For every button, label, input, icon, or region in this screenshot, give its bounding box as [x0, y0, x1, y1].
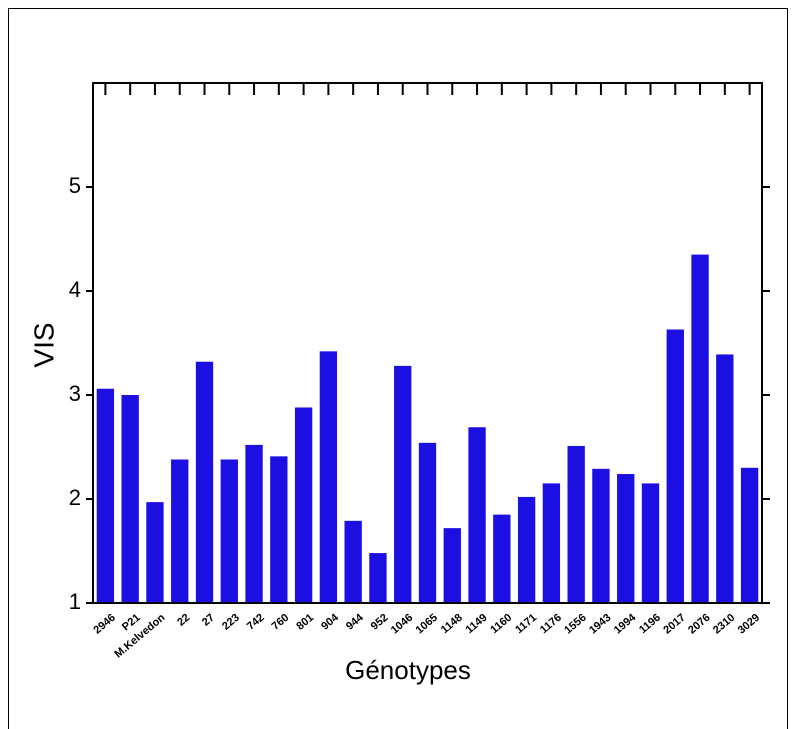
bar [691, 254, 709, 603]
x-tick-label: 742 [245, 612, 267, 633]
x-tick-label: 2017 [661, 612, 687, 637]
x-tick-label: 952 [369, 612, 391, 633]
bar [716, 354, 734, 603]
y-tick-label: 4 [69, 277, 81, 302]
bar [617, 474, 635, 603]
x-tick-label: 1149 [464, 612, 490, 637]
y-tick-label: 5 [69, 173, 81, 198]
x-axis-title: Génotypes [345, 655, 471, 685]
bar [542, 483, 561, 603]
bar [96, 388, 115, 603]
bar [270, 456, 288, 603]
x-tick-label: 904 [319, 611, 341, 633]
x-tick-label: 22 [175, 612, 192, 629]
plot-frame [92, 82, 763, 604]
x-tick-label: 1046 [389, 612, 415, 637]
bar [171, 459, 189, 603]
x-tick-label: 1148 [439, 612, 465, 637]
x-tick-label: 1556 [562, 612, 588, 637]
bar [319, 351, 338, 603]
bar [220, 459, 238, 603]
x-tick-label: 1196 [637, 612, 663, 637]
bar [344, 520, 362, 603]
bar [666, 329, 684, 603]
bar [369, 553, 387, 603]
bar [294, 407, 313, 603]
frame [8, 8, 788, 729]
x-tick-label: 1065 [414, 612, 440, 637]
bar [567, 445, 585, 603]
x-tick-label: 944 [344, 611, 366, 633]
x-tick-label: 801 [294, 612, 316, 633]
bar [740, 467, 759, 603]
x-tick-label: 2946 [91, 612, 117, 637]
x-tick-label: 2310 [711, 612, 737, 637]
bar [146, 502, 164, 603]
bar [641, 483, 660, 603]
x-tick-label: 223 [220, 612, 242, 633]
x-tick-label: 1943 [587, 612, 613, 637]
x-tick-label: 1160 [488, 612, 514, 637]
y-tick-label: 2 [69, 485, 81, 510]
y-axis-title: VIS [28, 322, 59, 367]
bar [195, 361, 214, 603]
x-tick-label: 2076 [686, 612, 712, 637]
bar [245, 444, 263, 603]
bar [443, 528, 461, 603]
bar [592, 468, 610, 603]
bar [517, 496, 536, 603]
x-tick-label: 1994 [612, 611, 639, 636]
x-tick-label: 1176 [538, 612, 564, 637]
y-tick-label: 3 [69, 381, 81, 406]
x-tick-label: 760 [270, 612, 292, 633]
y-tick-label: 1 [69, 589, 81, 614]
bar [394, 365, 412, 603]
bar [468, 427, 486, 603]
bar [418, 442, 437, 603]
x-tick-label: 1171 [513, 612, 539, 637]
bar [493, 514, 511, 603]
bar [121, 395, 139, 603]
x-tick-label: 3029 [736, 612, 762, 637]
x-tick-label: 27 [200, 612, 217, 629]
